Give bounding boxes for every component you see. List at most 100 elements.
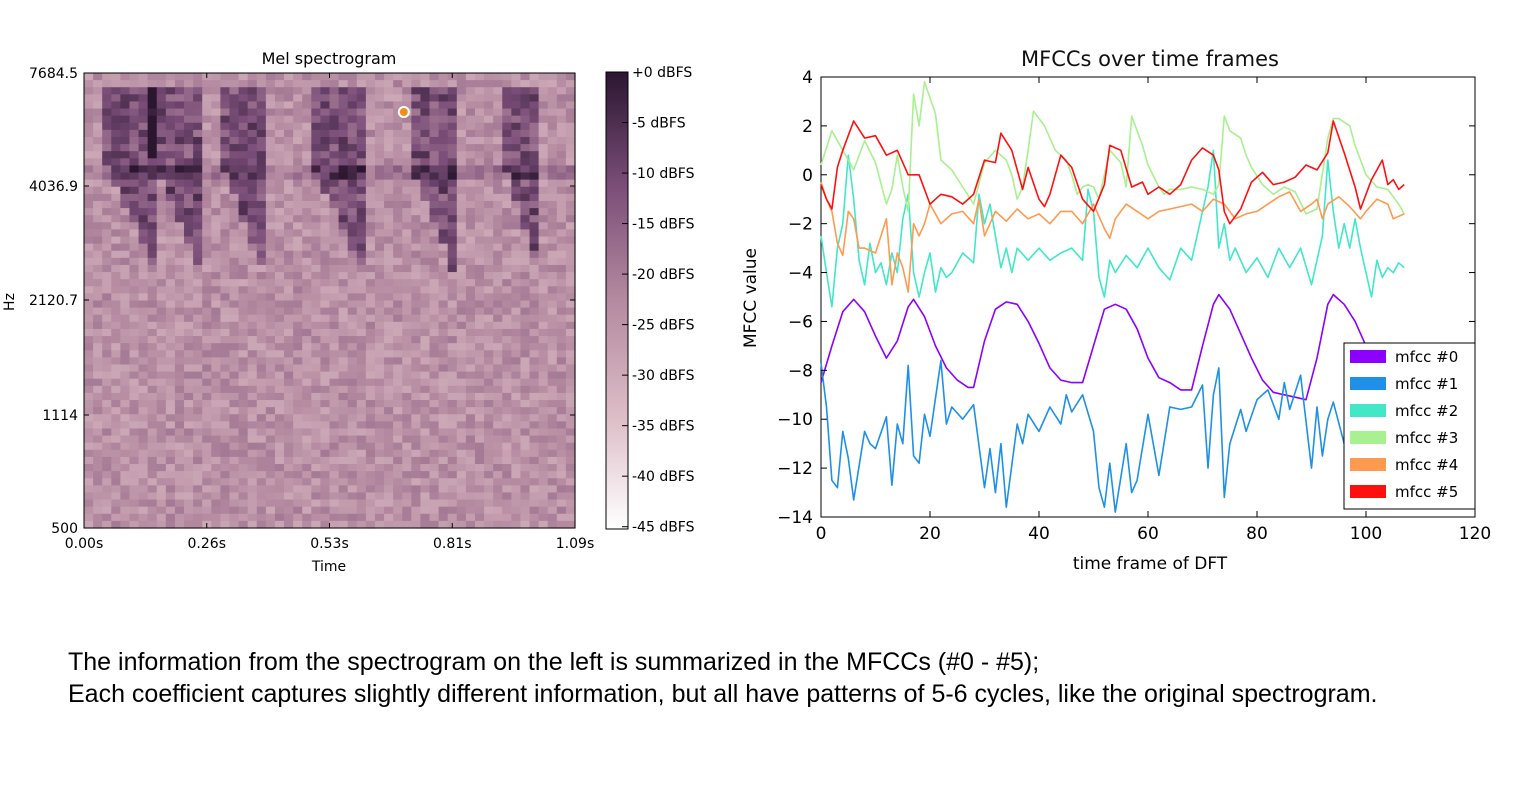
mfcc-legend: mfcc #0 mfcc #1 mfcc #2 mfcc #3 mfcc #4 mfcc …: [1343, 342, 1476, 510]
spectrogram-y-tick: 1114: [42, 408, 575, 424]
mfcc-y-tick: 4: [802, 68, 1475, 88]
legend-swatch: [1350, 350, 1386, 363]
caption-text: The information from the spectrogram on …: [68, 646, 1508, 710]
svg-text:-35 dBFS: -35 dBFS: [632, 419, 695, 435]
legend-label: mfcc #5: [1395, 483, 1458, 501]
svg-text:80: 80: [1246, 524, 1268, 544]
colorbar-gradient: [605, 71, 629, 530]
colorbar-tick: -45 dBFS: [622, 520, 695, 536]
svg-text:−12: −12: [777, 459, 813, 479]
svg-text:2: 2: [802, 117, 813, 137]
legend-label: mfcc #3: [1395, 429, 1458, 447]
mfcc-y-tick: 0: [802, 166, 1475, 186]
legend-swatch: [1350, 377, 1386, 390]
svg-text:1114: 1114: [42, 408, 78, 424]
colorbar-tick: -20 dBFS: [622, 267, 695, 283]
legend-swatch: [1350, 431, 1386, 444]
svg-text:20: 20: [919, 524, 941, 544]
spectrogram-y-tick: 500: [51, 521, 575, 537]
series-line-mfcc-5: [820, 120, 1405, 225]
svg-text:-10 dBFS: -10 dBFS: [632, 166, 695, 182]
svg-text:+0 dBFS: +0 dBFS: [632, 65, 692, 81]
colorbar-ticks: +0 dBFS -5 dBFS -10 dBFS -15 dBFS -20 dBFS -2…: [622, 65, 695, 536]
caption-line-1: The information from the spectrogram on …: [68, 648, 1040, 676]
svg-text:−10: −10: [777, 410, 813, 430]
svg-text:40: 40: [1028, 524, 1050, 544]
legend-swatch: [1350, 458, 1386, 471]
mfcc-x-tick: 120: [1459, 77, 1491, 544]
colorbar-tick: -40 dBFS: [622, 469, 695, 485]
svg-text:-5 dBFS: -5 dBFS: [632, 116, 686, 132]
svg-text:-15 dBFS: -15 dBFS: [632, 217, 695, 233]
mfcc-line-chart: MFCCs over time frames 0 20 40 60 80 100 120 4…: [741, 47, 1491, 574]
svg-text:0.00s: 0.00s: [65, 536, 103, 552]
svg-text:-20 dBFS: -20 dBFS: [632, 267, 695, 283]
spectrogram-x-tick: 1.09s: [556, 73, 594, 552]
caption-line-2: Each coefficient captures slightly diffe…: [68, 680, 1378, 708]
colorbar: +0 dBFS -5 dBFS -10 dBFS -15 dBFS -20 dBFS -2…: [605, 65, 695, 536]
legend-swatch: [1350, 485, 1386, 498]
mfcc-x-tick: 100: [1350, 77, 1382, 544]
spectrogram-y-tick: 7684.5: [29, 66, 575, 82]
svg-text:0.81s: 0.81s: [433, 536, 471, 552]
spectrogram-y-tick: 2120.7: [29, 293, 575, 309]
spectrogram-cells: [84, 73, 576, 529]
svg-text:100: 100: [1350, 524, 1382, 544]
mfcc-x-tick: 0: [816, 77, 827, 544]
mel-spectrogram-chart: Mel spectrogram 0.00s 0.26s 0.53s 0.81s 1.09…: [2, 49, 594, 575]
mfcc-x-tick: 60: [1137, 77, 1159, 544]
series-line-mfcc-3: [820, 81, 1405, 215]
spectrogram-x-label: Time: [311, 559, 346, 575]
figure-canvas: Mel spectrogram 0.00s 0.26s 0.53s 0.81s 1.09…: [2, 47, 1491, 575]
legend-entry: mfcc #0: [1350, 348, 1458, 366]
svg-text:-30 dBFS: -30 dBFS: [632, 368, 695, 384]
legend-box: [1343, 342, 1476, 510]
marker-dot: [397, 106, 410, 118]
svg-text:-45 dBFS: -45 dBFS: [632, 520, 695, 536]
mfcc-x-tick: 20: [919, 77, 941, 544]
spectrogram-x-tick: 0.00s: [65, 73, 103, 552]
svg-text:60: 60: [1137, 524, 1159, 544]
spectrogram-y-label: Hz: [2, 293, 18, 311]
series-line-mfcc-1: [820, 359, 1400, 513]
svg-text:−6: −6: [788, 312, 813, 332]
spectrogram-x-tick: 0.26s: [188, 73, 226, 552]
mfcc-x-ticks: 0 20 40 60 80 100 120: [816, 77, 1491, 544]
legend-items: mfcc #0 mfcc #1 mfcc #2 mfcc #3 mfcc #4 mfcc …: [1350, 348, 1458, 501]
svg-text:500: 500: [51, 521, 78, 537]
svg-text:−8: −8: [788, 361, 813, 381]
colorbar-tick: -30 dBFS: [622, 368, 695, 384]
svg-text:-25 dBFS: -25 dBFS: [632, 318, 695, 334]
svg-text:0: 0: [816, 524, 827, 544]
spectrogram-y-ticks: 500 1114 2120.7 4036.9 7684.5: [29, 66, 575, 537]
mfcc-x-tick: 40: [1028, 77, 1050, 544]
colorbar-tick: -25 dBFS: [622, 318, 695, 334]
svg-text:−14: −14: [777, 508, 813, 528]
legend-entry: mfcc #1: [1350, 375, 1458, 393]
svg-text:4: 4: [802, 68, 813, 88]
svg-text:4036.9: 4036.9: [29, 179, 78, 195]
legend-entry: mfcc #5: [1350, 483, 1458, 501]
svg-text:-40 dBFS: -40 dBFS: [632, 469, 695, 485]
series-line-mfcc-0: [820, 293, 1405, 401]
spectrogram-x-ticks: 0.00s 0.26s 0.53s 0.81s 1.09s: [65, 73, 594, 552]
svg-text:7684.5: 7684.5: [29, 66, 78, 82]
colorbar-tick: -15 dBFS: [622, 217, 695, 233]
mfcc-y-tick: −4: [788, 264, 1475, 284]
svg-text:120: 120: [1459, 524, 1491, 544]
colorbar-tick: -35 dBFS: [622, 419, 695, 435]
spectrogram-title: Mel spectrogram: [262, 49, 397, 68]
legend-entry: mfcc #2: [1350, 402, 1458, 420]
colorbar-tick: +0 dBFS: [622, 65, 692, 81]
series-line-mfcc-4: [820, 181, 1405, 293]
svg-text:−4: −4: [788, 264, 813, 284]
mfcc-y-tick: −2: [788, 215, 1475, 235]
legend-entry: mfcc #4: [1350, 456, 1458, 474]
mfcc-title: MFCCs over time frames: [1021, 47, 1279, 71]
mfcc-x-label: time frame of DFT: [1073, 554, 1228, 574]
spectrogram-x-tick: 0.53s: [310, 73, 349, 552]
legend-label: mfcc #0: [1395, 348, 1458, 366]
colorbar-tick: -10 dBFS: [622, 166, 695, 182]
legend-label: mfcc #1: [1395, 375, 1458, 393]
mfcc-series-lines: [820, 81, 1405, 513]
